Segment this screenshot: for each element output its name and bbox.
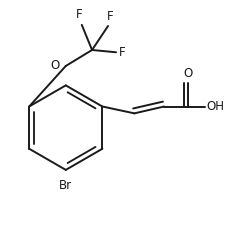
Text: Br: Br [59, 178, 72, 191]
Text: O: O [183, 67, 192, 80]
Text: F: F [76, 9, 82, 21]
Text: F: F [106, 10, 113, 23]
Text: OH: OH [205, 100, 223, 113]
Text: F: F [118, 46, 125, 59]
Text: O: O [50, 59, 59, 73]
